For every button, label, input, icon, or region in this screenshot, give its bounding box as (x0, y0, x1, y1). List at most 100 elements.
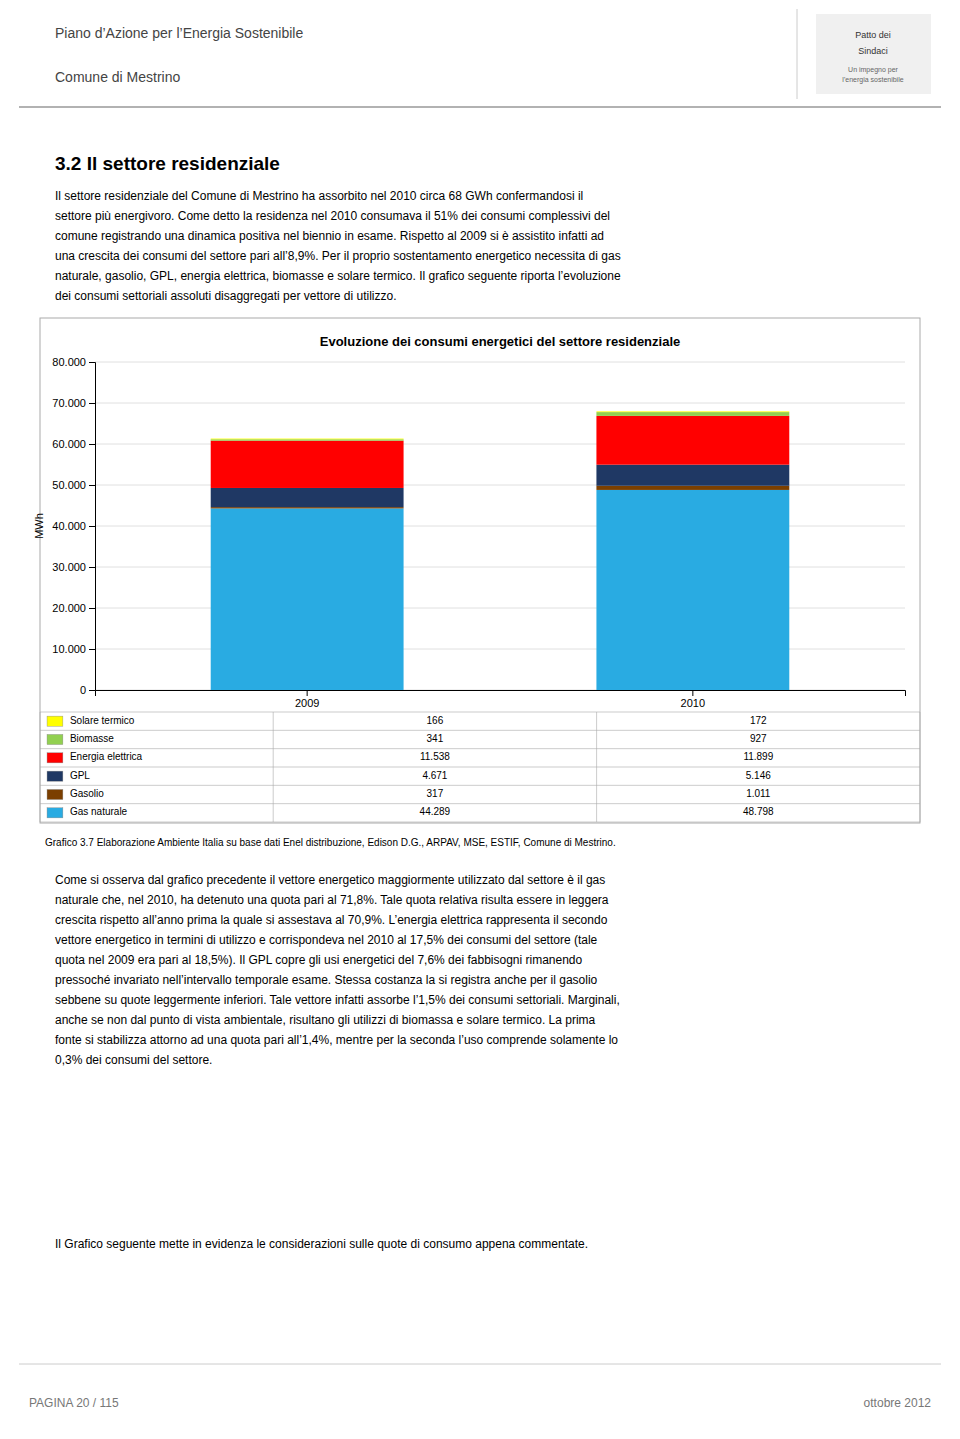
bar (211, 438, 404, 440)
bar (596, 411, 789, 413)
y-axis: 0 10.000 20.000 30.000 40.000 50.000 60.000 70.… (52, 356, 95, 696)
table-value: 5.146 (746, 770, 771, 781)
caption: Grafico 3.7 Elaborazione Ambiente Italia… (45, 837, 616, 848)
bar (596, 465, 789, 486)
grid-line (95, 362, 905, 363)
table-rule (596, 712, 597, 822)
body-line: Il settore residenziale del Comune di Me… (55, 189, 583, 203)
bar (211, 439, 404, 440)
tick-label: 10.000 (52, 643, 86, 655)
tick-mark (89, 567, 95, 568)
table-rule (40, 712, 41, 822)
body-line: comune registrando una dinamica positiva… (55, 229, 604, 243)
bar (211, 508, 404, 690)
tick-mark (89, 690, 95, 691)
table-rule (40, 803, 920, 804)
table-value: 341 (427, 733, 444, 744)
grid (95, 362, 905, 690)
bar (596, 490, 789, 690)
logo-text: Sindaci (858, 46, 888, 56)
table: Solare termico166172Biomasse341927Energi… (40, 712, 920, 822)
legend-swatch (47, 789, 63, 799)
x-axis: 2009 2010 (96, 690, 906, 709)
tick-label: 50.000 (52, 479, 86, 491)
bar (596, 416, 789, 465)
table-value: 11.538 (420, 751, 450, 762)
table-rule (40, 767, 920, 768)
series (211, 490, 790, 690)
body-line: quota nel 2009 era pari al 18,5%). Il GP… (55, 953, 583, 967)
tick-mark (89, 403, 95, 404)
table-category: GPL (70, 770, 90, 781)
body-line: naturale che, nel 2010, ha detenuto una … (55, 893, 609, 907)
bar (211, 507, 404, 508)
body-line: pressoché invariato nell’intervallo temp… (55, 973, 598, 987)
tick-label: 20.000 (52, 602, 86, 614)
table-rule (40, 712, 920, 713)
body-line: 0,3% dei consumi del settore. (55, 1053, 212, 1067)
body-line: sebbene su quote leggermente inferiori. … (55, 993, 620, 1007)
tick-label: 60.000 (52, 438, 86, 450)
header-subtitle: Comune di Mestrino (55, 69, 180, 85)
tick: 40.000 (52, 520, 95, 532)
legend-swatch (47, 734, 63, 744)
table-value: 1.011 (746, 788, 771, 799)
tick: 50.000 (52, 479, 95, 491)
tick-mark (89, 485, 95, 486)
body-line: vettore energetico in termini di utilizz… (55, 933, 598, 947)
tick-label: 30.000 (52, 561, 86, 573)
page: Piano d’Azione per l’Energia Sostenibile… (0, 0, 960, 1439)
body-line: una crescita dei consumi del settore par… (55, 249, 621, 263)
tick-label: 0 (80, 684, 86, 696)
tick: 70.000 (52, 397, 95, 409)
chart-title: Evoluzione dei consumi energetici del se… (320, 334, 681, 349)
final-line: Il Grafico seguente mette in evidenza le… (55, 1237, 588, 1251)
table-rule (40, 730, 920, 731)
legend-swatch (47, 753, 63, 763)
table-value: 172 (750, 715, 767, 726)
legend-swatch (47, 771, 63, 781)
tick: 20.000 (52, 602, 95, 614)
bars (211, 411, 790, 690)
table-rule (40, 785, 920, 786)
table-value: 317 (427, 788, 444, 799)
tick-label: 2009 (295, 697, 319, 709)
footer-right: ottobre 2012 (864, 1396, 932, 1410)
table-category: Energia elettrica (70, 751, 143, 762)
tick: 30.000 (52, 561, 95, 573)
tick: 2010 (681, 690, 705, 709)
table-value: 44.289 (420, 806, 451, 817)
tick-label: 70.000 (52, 397, 86, 409)
tick: 60.000 (52, 438, 95, 450)
body-line: anche se non dal punto di vista ambienta… (55, 1013, 596, 1027)
section-heading: 3.2 Il settore residenziale (55, 153, 280, 174)
bar (596, 412, 789, 416)
table-value: 4.671 (422, 770, 447, 781)
tick-mark (89, 526, 95, 527)
tick: 10.000 (52, 643, 95, 655)
tick-mark (89, 444, 95, 445)
body-line: dei consumi settoriali assoluti disaggre… (55, 289, 397, 303)
table-category: Gas naturale (70, 806, 128, 817)
header-divider (797, 9, 798, 99)
plot: 0 10.000 20.000 30.000 40.000 50.000 60.000 70.… (52, 356, 905, 709)
bar (211, 441, 404, 488)
footer-rule (19, 1364, 941, 1365)
body-line: crescita rispetto all’anno prima la qual… (55, 913, 608, 927)
axis-line (89, 363, 96, 691)
table-rule (40, 822, 920, 823)
bar (211, 488, 404, 507)
axis-line (96, 691, 906, 697)
body-line: settore più energivoro. Come detto la re… (55, 209, 610, 223)
legend-swatch (47, 808, 63, 818)
body-line: Come si osserva dal grafico precedente i… (55, 873, 605, 887)
chart-panel (40, 318, 920, 823)
series (211, 416, 790, 488)
tick-label: 80.000 (52, 356, 86, 368)
y-axis-title: MWh (33, 513, 45, 539)
series (211, 411, 790, 439)
body-text: Il settore residenziale del Comune di Me… (55, 189, 621, 303)
body-line: fonte si stabilizza attorno ad una quota… (55, 1033, 618, 1047)
tick-mark (692, 690, 693, 696)
table-value: 927 (750, 733, 767, 744)
